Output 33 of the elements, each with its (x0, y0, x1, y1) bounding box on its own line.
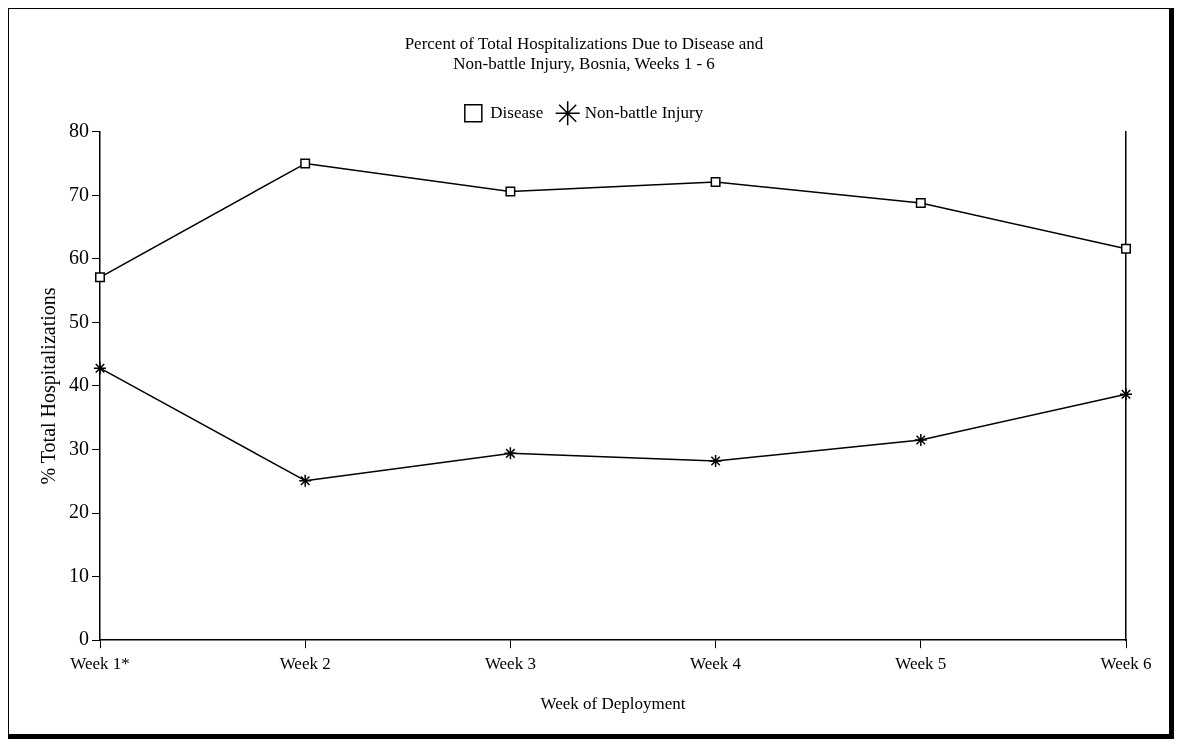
y-tick-label: 0 (79, 627, 89, 650)
x-axis-title: Week of Deployment (540, 694, 686, 714)
y-tick-label: 60 (69, 246, 89, 269)
point (93, 361, 107, 375)
y-tick-label: 70 (69, 182, 89, 205)
point (915, 197, 926, 208)
point (710, 177, 721, 187)
point (95, 272, 105, 283)
point (300, 158, 311, 169)
text: Non-battle Injury, Bosnia, Weeks 1 - 6 (453, 54, 715, 74)
x-tick-label: Week 6 (1100, 653, 1152, 673)
y-tick-label: 50 (69, 309, 89, 332)
text: Percent of Total Hospitalizations Due to Disease and (404, 33, 764, 53)
y-tick-label: 80 (69, 119, 89, 142)
x-tick-label: Week 5 (895, 653, 947, 673)
x-tick-label: Week 1* (70, 653, 130, 673)
x-tick-label: Week 4 (690, 653, 742, 673)
point (298, 473, 312, 488)
point (1119, 387, 1133, 402)
y-tick-label: 40 (69, 373, 89, 396)
point (505, 186, 516, 197)
x-tick-label: Week 2 (279, 653, 331, 673)
y-tick-label: 10 (69, 563, 89, 586)
legend-label: Non-battle Injury (584, 102, 704, 122)
point (914, 433, 928, 447)
x-tick-label: Week 3 (484, 653, 536, 673)
point (1121, 243, 1131, 254)
y-axis-title: % Total Hospitalizations (37, 287, 61, 485)
point (503, 446, 518, 461)
y-tick-label: 20 (69, 500, 89, 523)
point (708, 454, 723, 468)
legend-label: Disease (490, 102, 544, 122)
y-tick-label: 30 (69, 436, 89, 459)
